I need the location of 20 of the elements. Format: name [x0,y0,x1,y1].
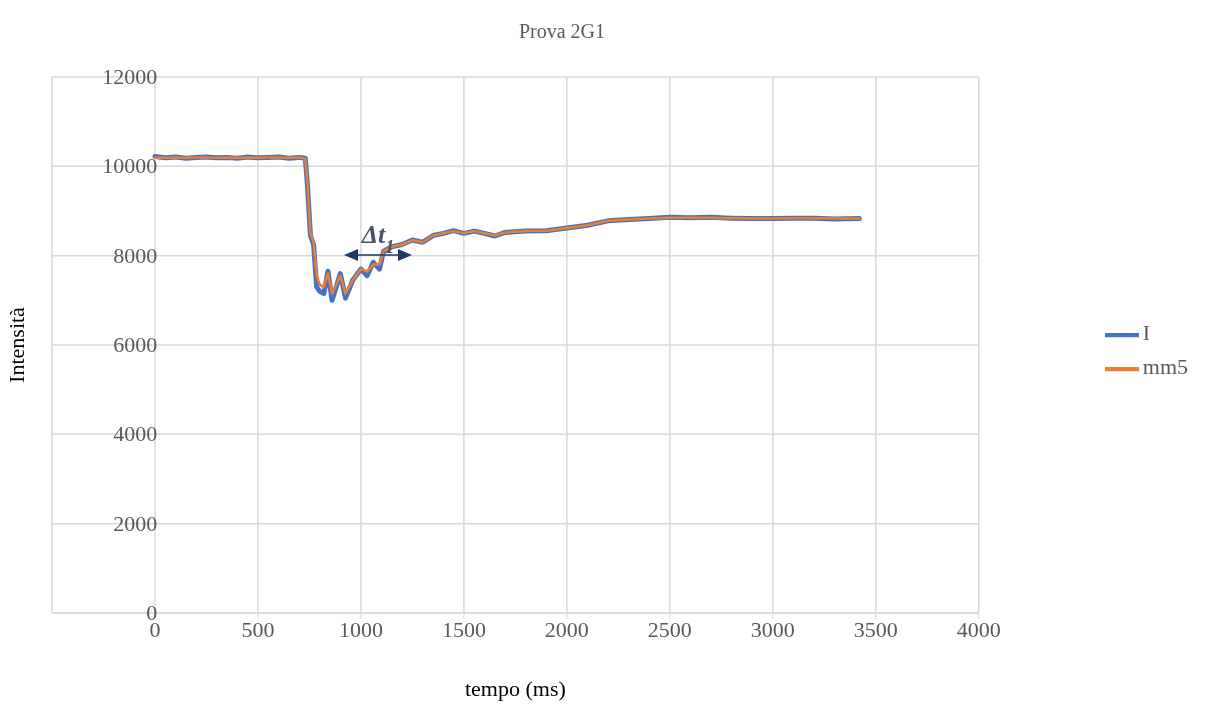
chart-title: Prova 2G1 [517,20,607,43]
legend-label: I [1142,320,1151,346]
y-tick-label: 10000 [102,153,158,179]
y-tick-label: 2000 [113,510,158,536]
y-tick-label: 6000 [113,332,158,357]
x-tick-label: 1000 [338,616,383,642]
annotation: Δt$_{1}$ [360,220,395,257]
x-tick-label: 500 [241,616,275,642]
x-tick-label: 1500 [441,616,486,642]
x-tick-label: 3500 [853,616,898,642]
y-tick-label: 4000 [113,421,158,447]
y-tick-label: 8000 [113,242,158,268]
x-tick-label: 4000 [956,616,1001,642]
x-tick-label: 2500 [647,616,692,642]
y-tick-label: 12000 [102,64,158,89]
x-tick-label: 3000 [750,616,795,642]
y-axis-title: Intensità [3,306,29,383]
legend-label: mm5 [1142,354,1188,380]
x-tick-label: 2000 [544,616,589,642]
x-axis-title: tempo (ms) [464,676,566,701]
